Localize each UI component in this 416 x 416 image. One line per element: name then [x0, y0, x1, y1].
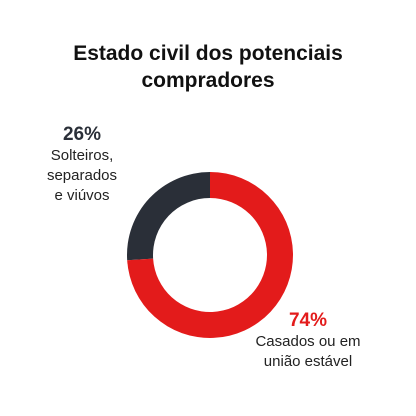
chart-title-line-2: compradores — [141, 69, 275, 92]
slice-label-singles: 26% Solteiros, separados e viúvos — [20, 124, 144, 206]
slice-percent-married: 74% — [288, 310, 328, 331]
slice-description-singles-line-3: e viúvos — [54, 187, 110, 204]
slice-percent-singles: 26% — [62, 124, 102, 145]
chart-title: Estado civil dos potenciais compradores — [0, 40, 416, 94]
donut-slice-married — [127, 172, 293, 338]
slice-description-singles: Solteiros, separados e viúvos — [20, 146, 144, 206]
donut-slice-singles — [126, 172, 210, 261]
slice-description-singles-line-2: separados — [46, 167, 118, 184]
slice-description-married-line-2: união estável — [263, 353, 353, 370]
slice-label-married: 74% Casados ou em união estável — [238, 310, 378, 372]
slice-description-singles-line-1: Solteiros, — [50, 147, 114, 164]
slice-description-married: Casados ou em união estável — [238, 332, 378, 372]
chart-title-line-1: Estado civil dos potenciais — [73, 42, 343, 65]
slice-description-married-line-1: Casados ou em — [255, 333, 361, 350]
